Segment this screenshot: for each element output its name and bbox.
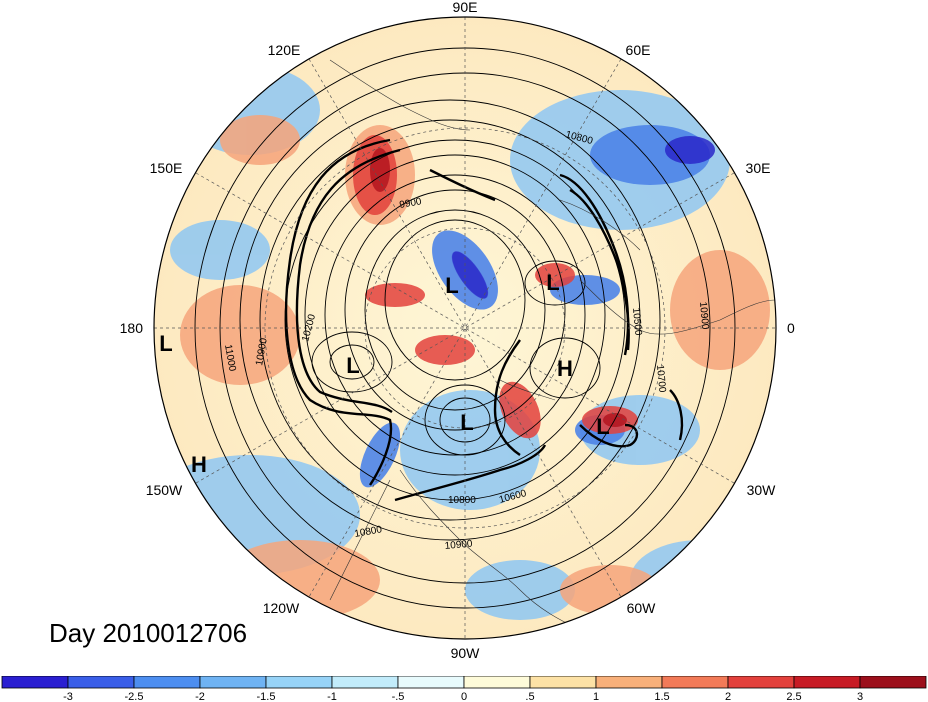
contour-label: 10700 (654, 364, 667, 393)
low-center-marker: L (346, 353, 359, 378)
colorbar-box (793, 676, 861, 689)
jet-contours (284, 138, 684, 502)
colorbar-tick-label: -1 (327, 691, 337, 702)
contour-label: 10800 (354, 524, 384, 540)
lon-label-150w: 150W (146, 482, 183, 498)
low-center-marker: L (460, 410, 473, 435)
contour-label: 10900 (254, 337, 270, 367)
map-title: Day 2010012706 (49, 618, 248, 648)
high-center-marker: H (557, 356, 573, 381)
colorbar-box (727, 676, 795, 689)
colorbar-box (595, 676, 663, 689)
lon-label-60w: 60W (627, 600, 657, 616)
lon-label-90w: 90W (451, 645, 481, 661)
lon-label-90e: 90E (453, 0, 478, 15)
lon-label-0: 0 (787, 320, 795, 336)
colorbar: -3 -2.5 -2 -1.5 -1 -.5 0 .5 1 1.5 2 2.5 3 (1, 676, 927, 702)
contour-label: 10800 (448, 495, 476, 506)
graticule (154, 17, 776, 639)
contour-label: 10500 (630, 307, 643, 336)
colorbar-box (463, 676, 531, 689)
contour-label: 10900 (444, 539, 473, 552)
low-center-marker: L (159, 331, 172, 356)
longitude-labels: 90E 60E 30E 0 30W 60W 90W 120W 150W 180 … (120, 0, 795, 661)
colorbar-boxes (1, 676, 927, 689)
colorbar-tick-label: -1.5 (257, 691, 276, 702)
colorbar-box (199, 676, 267, 689)
colorbar-tick-label: 3 (857, 691, 863, 702)
colorbar-tick-label: 2.5 (786, 691, 801, 702)
colorbar-box (661, 676, 729, 689)
lon-label-30e: 30E (746, 160, 771, 176)
pressure-centers: L L L L L H L H (159, 270, 609, 477)
lon-label-120e: 120E (268, 42, 301, 58)
colorbar-box (1, 676, 69, 689)
lon-label-30w: 30W (747, 482, 777, 498)
low-center-marker: L (546, 270, 559, 295)
colorbar-tick-label: 2 (725, 691, 731, 702)
lon-label-180: 180 (120, 320, 144, 336)
lon-label-60e: 60E (626, 42, 651, 58)
colorbar-box (859, 676, 927, 689)
colorbar-box (397, 676, 465, 689)
colorbar-box (67, 676, 135, 689)
lon-label-120w: 120W (263, 600, 300, 616)
lon-label-150e: 150E (150, 160, 183, 176)
map-boundary (153, 16, 777, 640)
colorbar-tick-label: 1 (593, 691, 599, 702)
colorbar-tick-label: -3 (63, 691, 73, 702)
colorbar-box (331, 676, 399, 689)
colorbar-tick-label: -2.5 (125, 691, 144, 702)
high-center-marker: H (191, 452, 207, 477)
colorbar-tick-label: .5 (525, 691, 534, 702)
colorbar-tick-label: 0 (461, 691, 467, 702)
colorbar-box (529, 676, 597, 689)
colorbar-box (265, 676, 333, 689)
low-center-marker: L (596, 414, 609, 439)
contour-label: 10900 (697, 301, 710, 330)
contour-label: 9900 (399, 196, 423, 211)
colorbar-tick-label: -.5 (392, 691, 405, 702)
coastlines (329, 59, 776, 631)
colorbar-tick-label: 1.5 (654, 691, 669, 702)
colorbar-ticks: -3 -2.5 -2 -1.5 -1 -.5 0 .5 1 1.5 2 2.5 3 (63, 691, 863, 702)
low-center-marker: L (445, 273, 458, 298)
colorbar-box (133, 676, 201, 689)
colorbar-tick-label: -2 (195, 691, 205, 702)
contour-label: 11000 (222, 344, 238, 373)
